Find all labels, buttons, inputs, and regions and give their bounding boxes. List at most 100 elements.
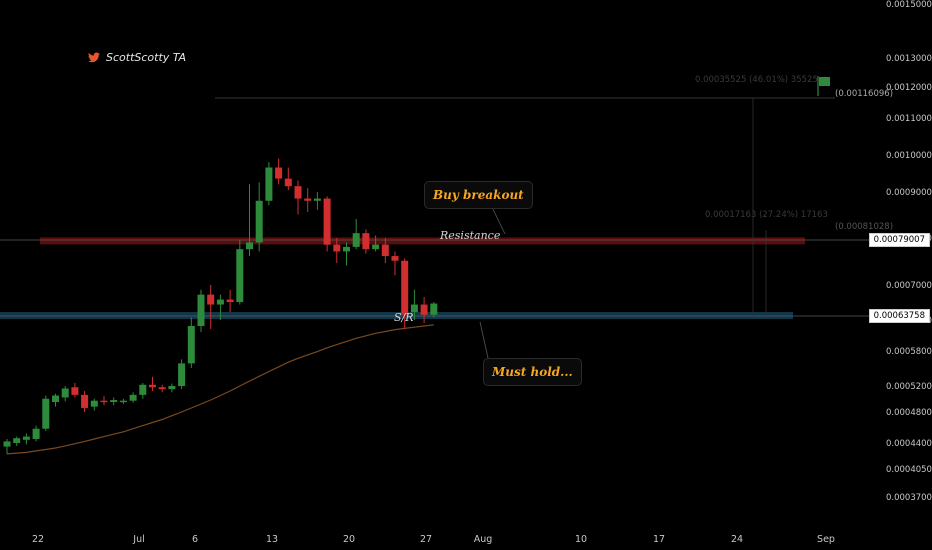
x-tick-label: 27 <box>420 534 432 545</box>
candle-body <box>255 200 263 243</box>
candle[interactable] <box>22 433 30 445</box>
candle[interactable] <box>343 242 350 266</box>
candle[interactable] <box>410 289 418 320</box>
candle-body <box>381 244 389 257</box>
candle[interactable] <box>178 359 186 390</box>
candle[interactable] <box>381 238 389 264</box>
candle[interactable] <box>158 384 166 393</box>
candle-body <box>22 436 30 440</box>
ma-polyline <box>6 324 434 455</box>
candle[interactable] <box>13 436 21 446</box>
x-axis: 22 Jul 6 13 20 27 Aug 10 17 24 Sep <box>32 534 835 545</box>
support-zone[interactable] <box>0 312 793 320</box>
candle[interactable] <box>284 167 292 191</box>
twitter-bird-icon <box>88 52 100 63</box>
candle[interactable] <box>275 158 283 185</box>
x-tick-label: Sep <box>817 534 835 545</box>
candles[interactable] <box>3 158 438 454</box>
candle-body <box>284 178 292 187</box>
candle[interactable] <box>61 386 69 402</box>
x-tick-label: 13 <box>266 534 278 545</box>
lower-measure-text: 0.00017163 (27.24%) 17163 <box>705 210 828 220</box>
candle[interactable] <box>168 383 176 393</box>
candle[interactable] <box>139 382 147 399</box>
candle[interactable] <box>372 235 380 252</box>
candle-body <box>236 249 244 303</box>
candle[interactable] <box>430 302 438 318</box>
candle-body <box>52 395 59 403</box>
candle[interactable] <box>265 162 273 206</box>
candle[interactable] <box>323 196 331 252</box>
candle-body <box>149 384 156 388</box>
candle[interactable] <box>52 393 59 407</box>
candle[interactable] <box>119 398 127 404</box>
candle[interactable] <box>216 294 224 320</box>
candle-body <box>430 303 438 315</box>
candle[interactable] <box>236 240 244 305</box>
candle-body <box>158 387 166 390</box>
candle-body <box>119 400 127 403</box>
candle[interactable] <box>110 397 118 406</box>
candle-body <box>13 438 21 443</box>
candle-body <box>129 394 137 401</box>
x-tick-label: 17 <box>653 534 665 545</box>
resistance-price-tag: 0.00079007 <box>868 233 930 247</box>
candle[interactable] <box>129 392 137 403</box>
candle[interactable] <box>42 395 50 432</box>
y-tick-label: 0.00037000 <box>886 493 932 503</box>
candle-body <box>246 242 253 250</box>
candle[interactable] <box>226 289 234 313</box>
candle-body <box>168 386 176 390</box>
upper-measure-text: 0.00035525 (46.01%) 35525 <box>695 75 818 85</box>
candle-body <box>207 294 215 305</box>
candle[interactable] <box>294 180 302 215</box>
candle[interactable] <box>255 182 263 252</box>
candle[interactable] <box>3 438 11 454</box>
support-price-tag: 0.00063758 <box>868 309 930 323</box>
candle[interactable] <box>90 398 98 411</box>
candle[interactable] <box>313 192 321 210</box>
candle[interactable] <box>401 258 409 330</box>
candle[interactable] <box>187 317 195 369</box>
candle[interactable] <box>100 396 108 406</box>
candle[interactable] <box>304 188 312 213</box>
upper-target-text: (0.00116096) <box>835 89 894 99</box>
candle[interactable] <box>197 289 205 333</box>
candle[interactable] <box>420 297 428 323</box>
candle[interactable] <box>333 238 341 264</box>
candle[interactable] <box>207 285 215 330</box>
candle-body <box>3 441 11 447</box>
candle-body <box>352 233 360 247</box>
candle[interactable] <box>391 251 399 276</box>
must-hold-note: Must hold... <box>483 358 582 386</box>
must-hold-text: Must hold... <box>492 365 573 379</box>
candle-body <box>178 363 186 386</box>
candle-body <box>401 260 409 315</box>
resistance-zone[interactable] <box>40 237 805 245</box>
candle[interactable] <box>362 229 370 254</box>
buy-breakout-note: Buy breakout <box>424 181 533 209</box>
candle-body <box>61 388 69 398</box>
candle[interactable] <box>32 425 40 442</box>
candle-body <box>323 198 331 245</box>
candle-body <box>420 304 428 315</box>
candle[interactable] <box>71 382 79 398</box>
x-tick-label: 24 <box>731 534 743 545</box>
flag-icon <box>819 77 830 86</box>
candle-body <box>32 428 40 439</box>
candle[interactable] <box>352 218 360 250</box>
candle-body <box>391 256 399 261</box>
candle[interactable] <box>81 391 89 412</box>
candle-body <box>304 198 312 201</box>
candle[interactable] <box>149 376 156 392</box>
candle[interactable] <box>246 184 253 257</box>
